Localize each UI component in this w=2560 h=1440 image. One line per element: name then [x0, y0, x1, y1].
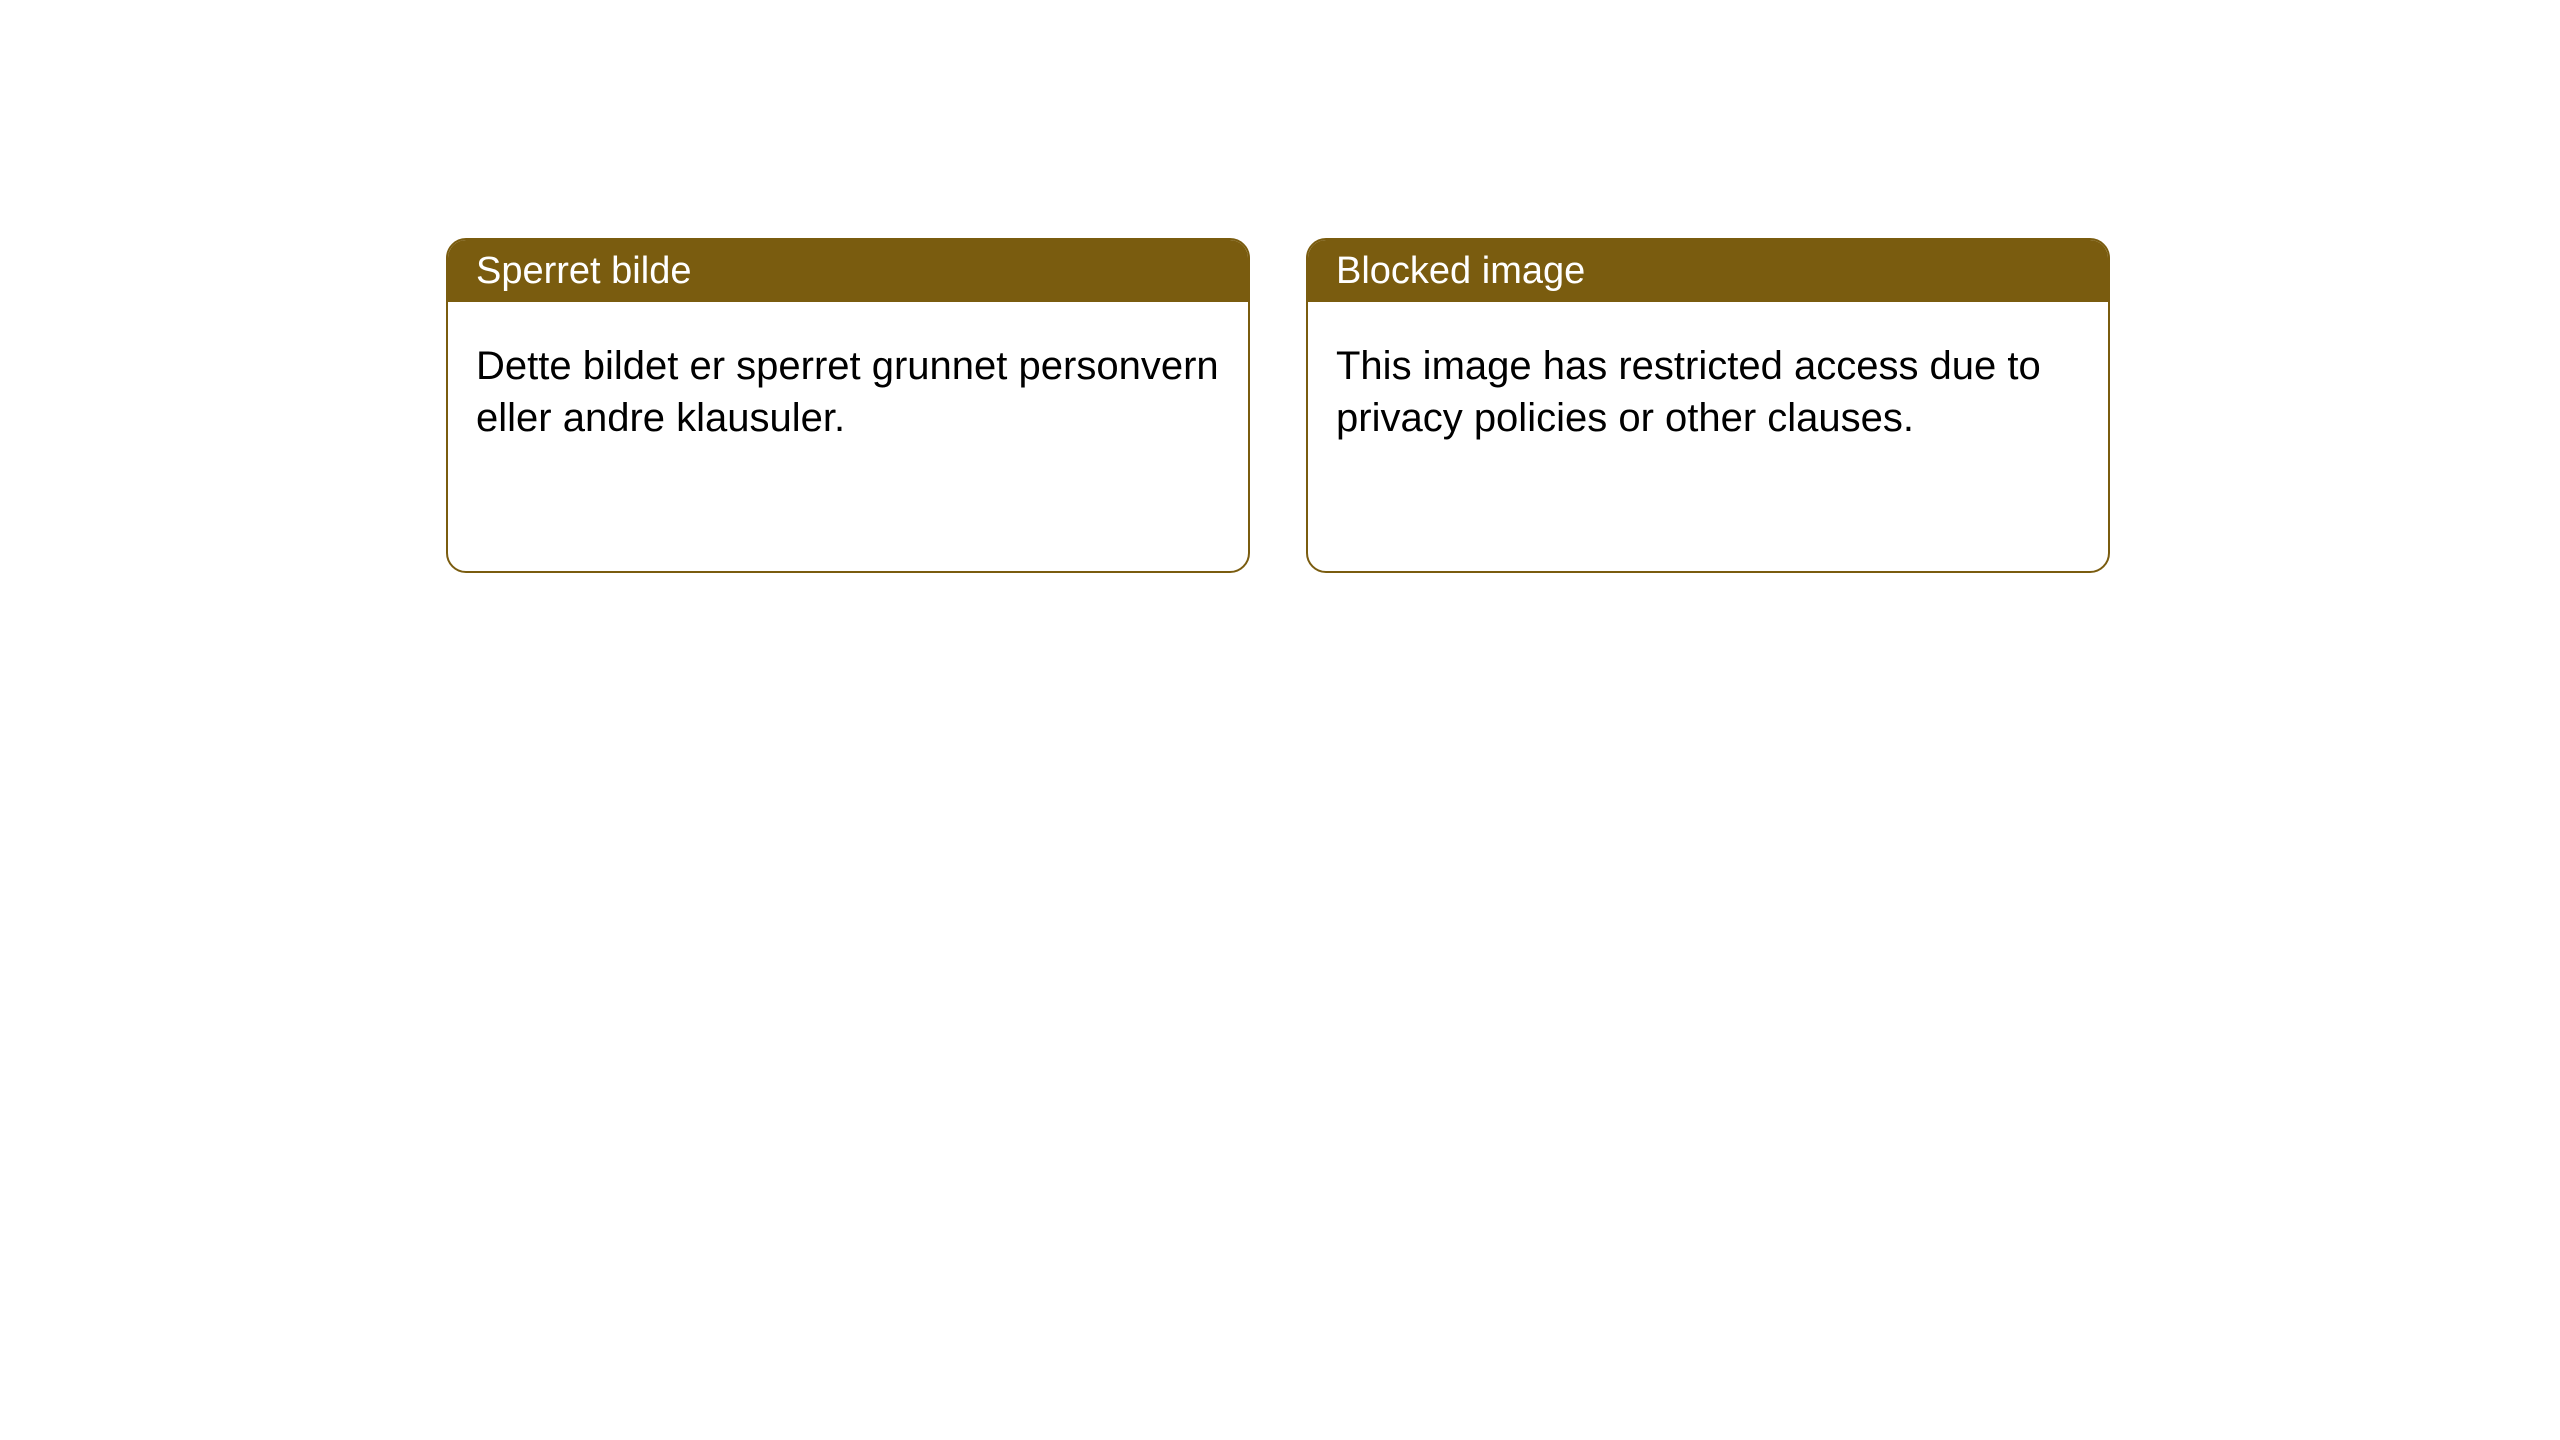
notice-title: Blocked image [1336, 250, 1585, 293]
notice-card-norwegian: Sperret bilde Dette bildet er sperret gr… [446, 238, 1250, 573]
notice-body-text: Dette bildet er sperret grunnet personve… [476, 344, 1219, 440]
notice-container: Sperret bilde Dette bildet er sperret gr… [0, 0, 2560, 573]
notice-card-english: Blocked image This image has restricted … [1306, 238, 2110, 573]
notice-body-text: This image has restricted access due to … [1336, 344, 2041, 440]
notice-card-header: Sperret bilde [448, 240, 1248, 302]
notice-card-header: Blocked image [1308, 240, 2108, 302]
notice-card-body: Dette bildet er sperret grunnet personve… [448, 302, 1248, 482]
notice-card-body: This image has restricted access due to … [1308, 302, 2108, 482]
notice-title: Sperret bilde [476, 250, 691, 293]
